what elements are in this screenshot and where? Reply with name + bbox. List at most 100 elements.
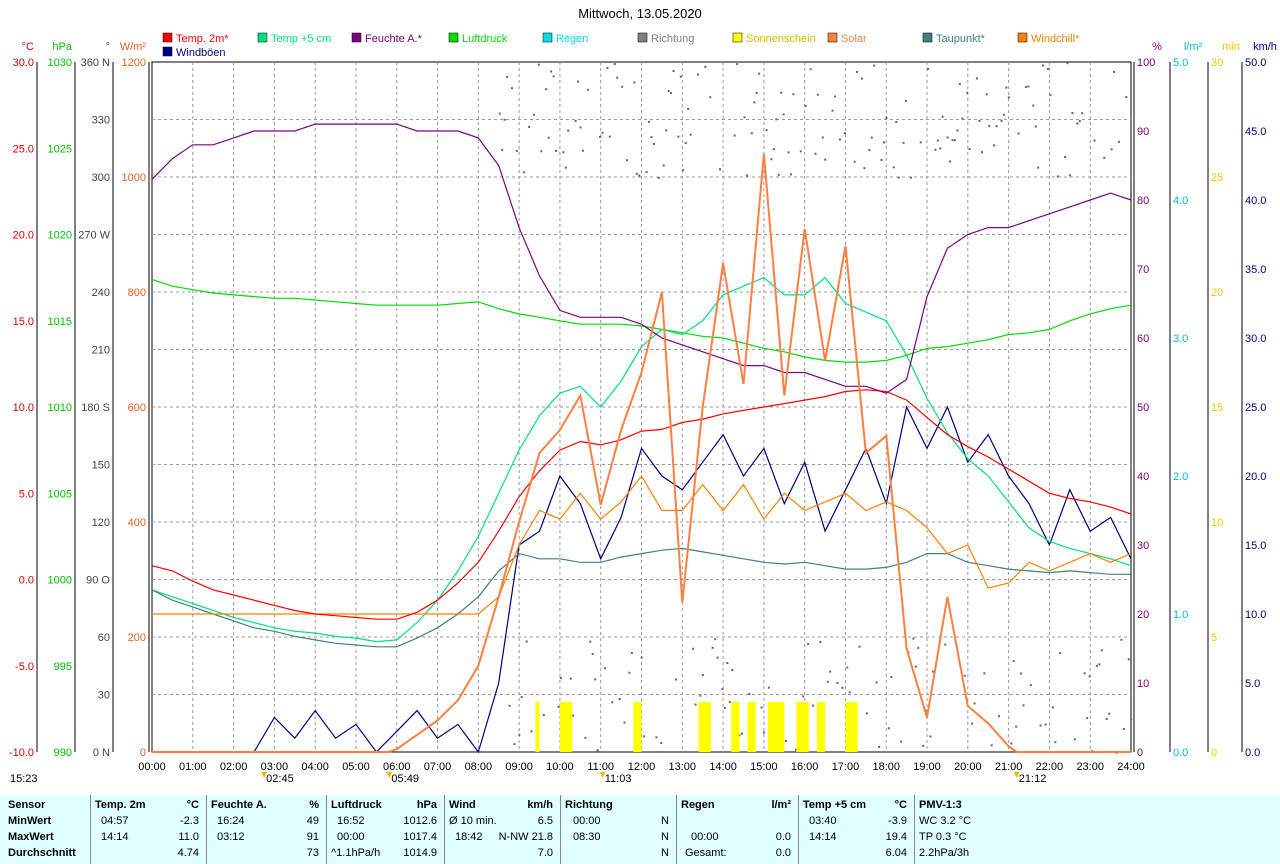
- direction-dot: [721, 688, 724, 691]
- direction-dot: [1110, 148, 1113, 151]
- pres-max-time: 00:00: [337, 831, 365, 843]
- direction-dot: [603, 667, 606, 670]
- wind-max-time: 18:42: [455, 831, 483, 843]
- direction-dot: [731, 668, 734, 671]
- direction-dot: [532, 113, 535, 116]
- direction-dot: [1042, 64, 1045, 67]
- stats-pres-unit: hPa: [416, 799, 437, 811]
- direction-dot: [870, 136, 873, 139]
- direction-dot: [1088, 675, 1091, 678]
- direction-dot: [809, 68, 812, 71]
- sunshine-bars: [535, 702, 858, 752]
- humidity-axis-tick: 20: [1137, 609, 1149, 621]
- sunshine-bar: [767, 702, 785, 752]
- direction-dot: [726, 662, 729, 665]
- direction-dot: [594, 678, 597, 681]
- marker-label: 11:03: [605, 773, 632, 785]
- direction-dot: [1015, 725, 1018, 728]
- direction-dot: [863, 167, 866, 170]
- direction-dot: [838, 138, 841, 141]
- humidity-axis-tick: 90: [1137, 126, 1149, 138]
- direction-dot: [944, 643, 947, 646]
- direction-dot: [618, 698, 621, 701]
- time-tick: 16:00: [791, 761, 819, 773]
- direction-dot: [518, 733, 521, 736]
- row-label-max: MaxWert: [8, 831, 54, 843]
- direction-dot: [1083, 672, 1086, 675]
- sunshine-bar: [796, 702, 809, 752]
- marker-arrow: [261, 772, 268, 778]
- solar-axis-tick: 1200: [122, 57, 146, 69]
- direction-dot: [613, 63, 616, 66]
- direction-dot: [816, 93, 819, 96]
- rain-total: 0.0: [775, 847, 791, 859]
- direction-dot: [961, 117, 964, 120]
- direction-dot: [993, 144, 996, 147]
- wind-axis-tick: 45.0: [1245, 126, 1266, 138]
- direction-dot: [772, 148, 775, 151]
- legend-swatch: [637, 32, 648, 43]
- direction-dot: [860, 77, 863, 80]
- stats-temp-header: Temp. 2m: [95, 799, 146, 811]
- direction-dot: [890, 675, 893, 678]
- direction-dot: [819, 641, 822, 644]
- direction-dot: [799, 150, 802, 153]
- direction-dot: [579, 126, 582, 129]
- marker-arrow: [1013, 772, 1020, 778]
- t5-max: 19.4: [885, 831, 907, 843]
- solar-axis-tick: 600: [128, 402, 146, 414]
- direction-dot: [865, 712, 868, 715]
- direction-dot: [1034, 125, 1037, 128]
- legend-swatch: [827, 32, 838, 43]
- direction-dot: [853, 160, 856, 163]
- direction-dot: [1044, 723, 1047, 726]
- direction-dot: [931, 670, 934, 673]
- time-tick: 07:00: [424, 761, 452, 773]
- wind-axis-tick: 0.0: [1245, 747, 1260, 759]
- direction-dot: [829, 670, 832, 673]
- legend-label: Luftdruck: [462, 33, 508, 45]
- direction-dot: [1076, 122, 1079, 125]
- direction-dot: [1064, 155, 1067, 158]
- pressure-axis-tick: 1030: [48, 57, 72, 69]
- direction-dot: [777, 173, 780, 176]
- pressure-axis-tick: 1025: [48, 143, 72, 155]
- time-tick: 00:00: [138, 761, 166, 773]
- direction-axis-tick: 30: [98, 690, 110, 702]
- marker-label: 02:45: [266, 773, 294, 785]
- sunshine-bar: [698, 702, 711, 752]
- dir-r1-time: 00:00: [573, 815, 601, 827]
- rain-axis-unit: l/m²: [1184, 41, 1203, 53]
- direction-axis-tick: 300: [92, 172, 110, 184]
- direction-dot: [1049, 93, 1052, 96]
- direction-dot: [1108, 712, 1111, 715]
- rain-total-label: Gesamt:: [685, 847, 727, 859]
- direction-dot: [1068, 174, 1071, 177]
- series-solar: [152, 153, 1131, 753]
- stats-t5-unit: °C: [894, 799, 907, 811]
- chart-title: Mittwoch, 13.05.2020: [578, 6, 702, 21]
- direction-dot: [670, 92, 673, 95]
- direction-dot: [586, 88, 589, 91]
- direction-dot: [723, 706, 726, 709]
- direction-dot: [650, 136, 653, 139]
- direction-dot: [555, 149, 558, 152]
- wind-axis-unit: km/h: [1253, 41, 1277, 53]
- direction-dot: [953, 139, 956, 142]
- direction-dot: [848, 691, 851, 694]
- direction-dot: [990, 744, 993, 747]
- time-tick: 17:00: [832, 761, 860, 773]
- direction-dot: [1012, 660, 1015, 663]
- direction-dot: [1073, 738, 1076, 741]
- temp-axis-tick: 20.0: [13, 230, 34, 242]
- rain-r2-time: 00:00: [691, 831, 719, 843]
- stats-header-sensor: Sensor: [8, 799, 46, 811]
- sunshine-bar: [845, 702, 858, 752]
- minutes-axis-tick: 10: [1211, 517, 1223, 529]
- direction-dot: [873, 64, 876, 67]
- time-tick: 20:00: [954, 761, 982, 773]
- stats-rain: Regen l/m² 00:00 0.0 Gesamt: 0.0: [676, 795, 795, 864]
- solar-axis-tick: 200: [128, 632, 146, 644]
- direction-dot: [640, 656, 643, 659]
- direction-dot: [745, 174, 748, 177]
